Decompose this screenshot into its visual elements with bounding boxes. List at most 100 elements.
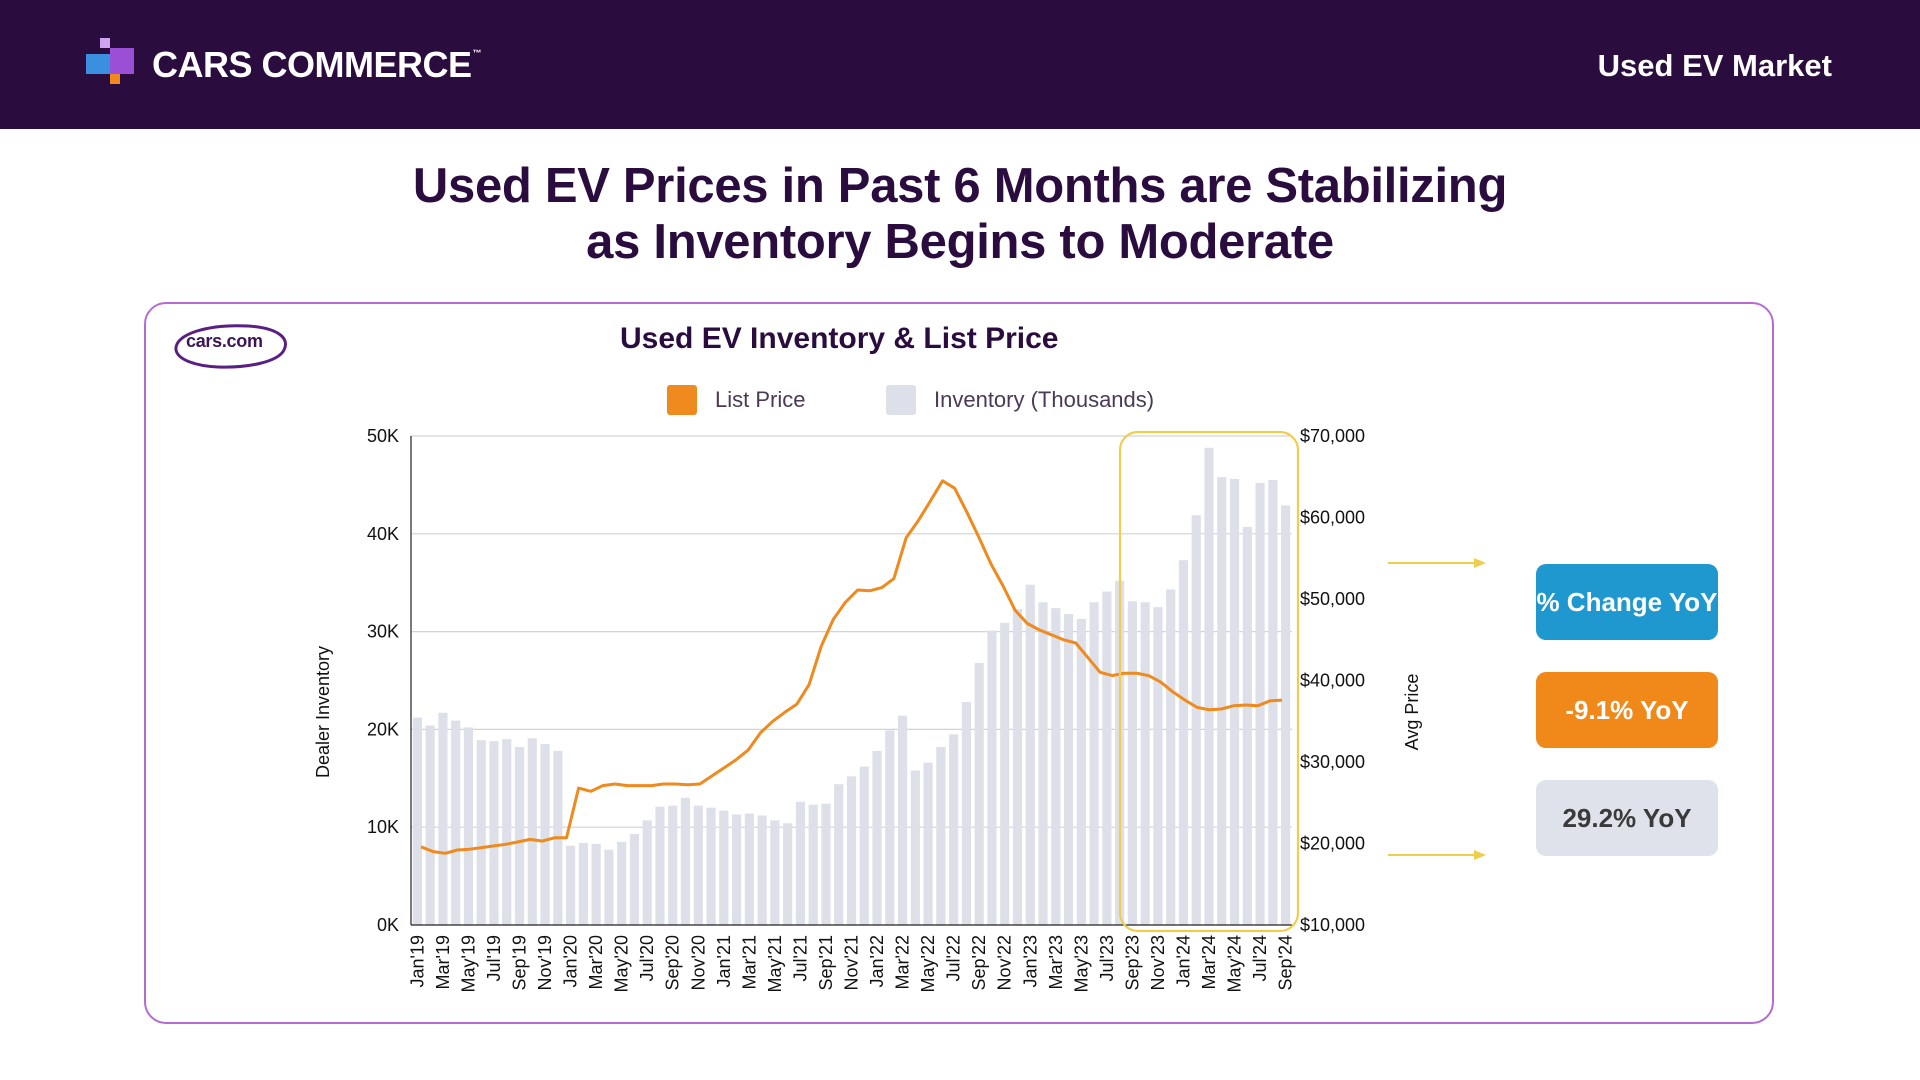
inventory-bar: [1102, 591, 1112, 925]
legend-swatch-inventory: [886, 385, 916, 415]
inventory-bar: [514, 747, 525, 925]
inventory-bar: [923, 762, 933, 925]
x-tick-label: Jul'19: [484, 935, 504, 981]
x-tick-label: Nov'22: [995, 935, 1015, 990]
x-tick-label: Jan'23: [1020, 935, 1040, 987]
inventory-bar: [974, 662, 984, 925]
inventory-bar: [757, 815, 767, 925]
x-tick-label: Sep'21: [816, 935, 836, 991]
inventory-bar: [1000, 622, 1010, 925]
inventory-bar: [1140, 602, 1150, 925]
legend-item-inventory: Inventory (Thousands): [886, 385, 1154, 415]
chart-title: Used EV Inventory & List Price: [620, 322, 1059, 355]
inventory-bar: [604, 849, 614, 925]
legend-label-list-price: List Price: [715, 387, 806, 412]
inventory-bar: [1038, 602, 1048, 925]
y-left-tick-label: 10K: [367, 817, 399, 837]
x-tick-label: Nov'19: [535, 935, 555, 990]
page-title-line-2: as Inventory Begins to Moderate: [586, 215, 1334, 269]
x-tick-label: Sep'24: [1276, 935, 1296, 991]
inventory-bar: [1153, 607, 1163, 925]
inventory-bar: [655, 806, 665, 925]
change-yoy-badge: % Change YoY: [1536, 564, 1718, 640]
cars-com-logo-text: cars.com: [186, 331, 263, 351]
inventory-bar: [1025, 584, 1035, 925]
x-tick-label: Jul'21: [790, 935, 810, 981]
inventory-bar: [821, 803, 831, 925]
inventory-bar: [1281, 505, 1291, 925]
x-tick-label: Nov'23: [1148, 935, 1168, 990]
inventory-bar: [668, 805, 678, 925]
x-tick-label: Mar'21: [739, 935, 759, 989]
inventory-bar: [846, 776, 857, 925]
inventory-bar: [1127, 601, 1137, 925]
inventory-bar: [1089, 602, 1099, 925]
y-right-tick-label: $20,000: [1300, 834, 1365, 854]
inventory-bar: [1051, 608, 1061, 925]
y-left-axis-title: Dealer Inventory: [313, 646, 333, 778]
arrow-head-icon: [1474, 558, 1486, 568]
top-banner: CARS COMMERCE™ Used EV Market: [0, 0, 1920, 129]
brand-name: CARS COMMERCE™: [152, 44, 482, 85]
x-tick-label: Jan'19: [407, 935, 427, 987]
inventory-bar: [910, 770, 920, 925]
inventory-bar: [1204, 447, 1214, 925]
inventory-bar: [770, 820, 780, 925]
inventory-bar: [1191, 515, 1201, 925]
inventory-bar: [885, 730, 895, 925]
inventory-bar: [783, 823, 793, 925]
inventory-bar: [438, 712, 448, 925]
x-tick-label: Jan'20: [561, 935, 581, 987]
x-tick-label: Jul'23: [1097, 935, 1117, 981]
inventory-bar: [834, 784, 844, 925]
inventory-bar: [463, 727, 474, 925]
inventory-bar: [936, 747, 946, 925]
x-tick-label: Sep'23: [1122, 935, 1142, 991]
y-left-tick-label: 20K: [367, 719, 399, 739]
inventory-bar: [476, 740, 486, 925]
inventory-bar: [489, 741, 499, 925]
inventory-bar: [706, 807, 716, 925]
inventory-bar: [795, 801, 806, 925]
cars-commerce-logo-icon: [86, 38, 144, 90]
inventory-bar: [859, 766, 869, 925]
inventory-bar: [1217, 477, 1227, 925]
x-tick-label: Mar'22: [893, 935, 913, 989]
legend-label-inventory: Inventory (Thousands): [934, 387, 1155, 412]
y-left-tick-label: 30K: [367, 622, 399, 642]
highlight-box: [1118, 430, 1300, 933]
inventory-bar: [566, 845, 576, 925]
x-tick-label: Jan'21: [714, 935, 734, 987]
x-tick-label: May'19: [458, 935, 478, 992]
inventory-bar: [1178, 560, 1189, 925]
y-right-tick-label: $60,000: [1300, 508, 1365, 528]
x-tick-label: May'20: [612, 935, 632, 992]
y-left-tick-label: 40K: [367, 524, 399, 544]
x-tick-label: Mar'23: [1046, 935, 1066, 989]
inventory-bar: [719, 810, 729, 925]
inventory-bar: [629, 834, 640, 925]
y-right-tick-label: $40,000: [1300, 671, 1365, 691]
x-tick-label: Sep'20: [663, 935, 683, 991]
x-tick-label: Mar'19: [433, 935, 453, 989]
y-left-tick-label: 0K: [377, 915, 399, 935]
inventory-yoy-badge: 29.2% YoY: [1536, 780, 1718, 856]
arrow-head-icon: [1474, 850, 1486, 860]
inventory-bar: [502, 739, 512, 925]
y-right-tick-label: $70,000: [1300, 426, 1365, 446]
x-tick-label: Jul'20: [637, 935, 657, 981]
inventory-bar: [744, 813, 754, 925]
y-right-tick-label: $10,000: [1300, 915, 1365, 935]
inventory-bar: [949, 734, 959, 925]
cars-com-swoosh-icon: [174, 324, 287, 369]
y-left-tick-label: 50K: [367, 426, 399, 446]
inventory-bar: [731, 814, 742, 925]
inventory-bar: [425, 725, 435, 925]
inventory-bar: [897, 715, 908, 925]
inventory-bar: [1268, 480, 1278, 925]
inventory-bar: [680, 797, 691, 925]
inventory-bar: [1242, 526, 1252, 925]
x-tick-label: Mar'24: [1199, 935, 1219, 989]
cars-com-logo: cars.com: [168, 320, 292, 372]
